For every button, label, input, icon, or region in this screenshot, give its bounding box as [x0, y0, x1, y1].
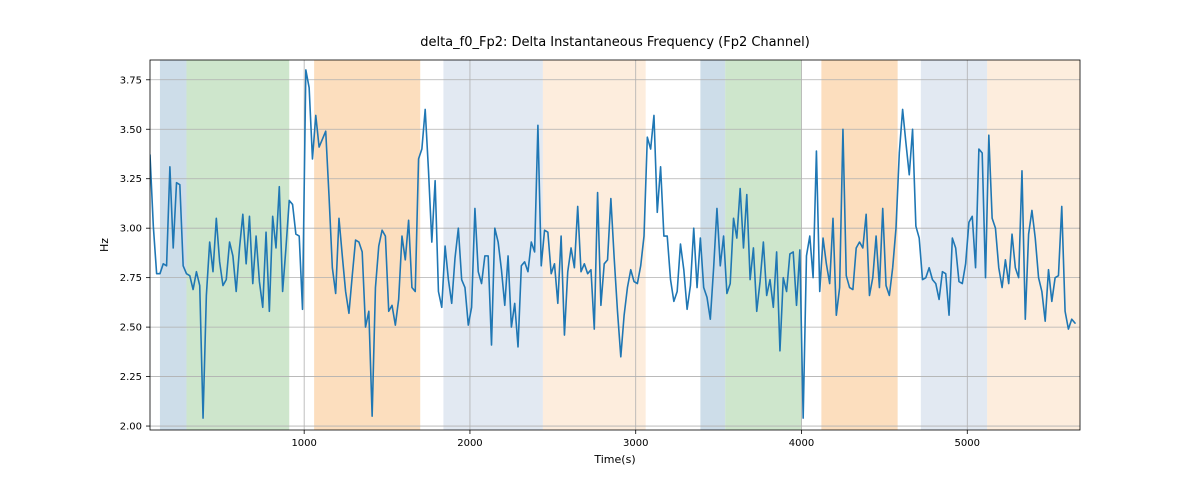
chart-container: 1000 2000 3000 4000 5000 2.00 2.25 2.50 2.75 3.00… — [0, 0, 1200, 500]
y-tick-label: 2.25 — [120, 372, 142, 383]
region-band — [543, 60, 646, 430]
x-tick-label: 5000 — [955, 438, 980, 449]
y-axis-label: Hz — [98, 238, 111, 252]
x-tick-label: 4000 — [789, 438, 814, 449]
y-tick-label: 3.00 — [120, 224, 142, 235]
region-band — [987, 60, 1080, 430]
x-tick-label: 1000 — [291, 438, 316, 449]
y-tick-label: 3.25 — [120, 174, 142, 185]
region-band — [821, 60, 897, 430]
y-tick-label: 2.00 — [120, 422, 142, 433]
x-tick-label: 3000 — [623, 438, 648, 449]
region-band — [700, 60, 725, 430]
y-tick-label: 2.50 — [120, 323, 142, 334]
region-band — [314, 60, 420, 430]
x-axis-label: Time(s) — [593, 453, 635, 466]
region-band — [443, 60, 542, 430]
y-tick-label: 3.75 — [120, 75, 142, 86]
x-tick-label: 2000 — [457, 438, 482, 449]
chart-title: delta_f0_Fp2: Delta Instantaneous Freque… — [420, 35, 810, 50]
y-tick-label: 3.50 — [120, 125, 142, 136]
y-tick-label: 2.75 — [120, 273, 142, 284]
